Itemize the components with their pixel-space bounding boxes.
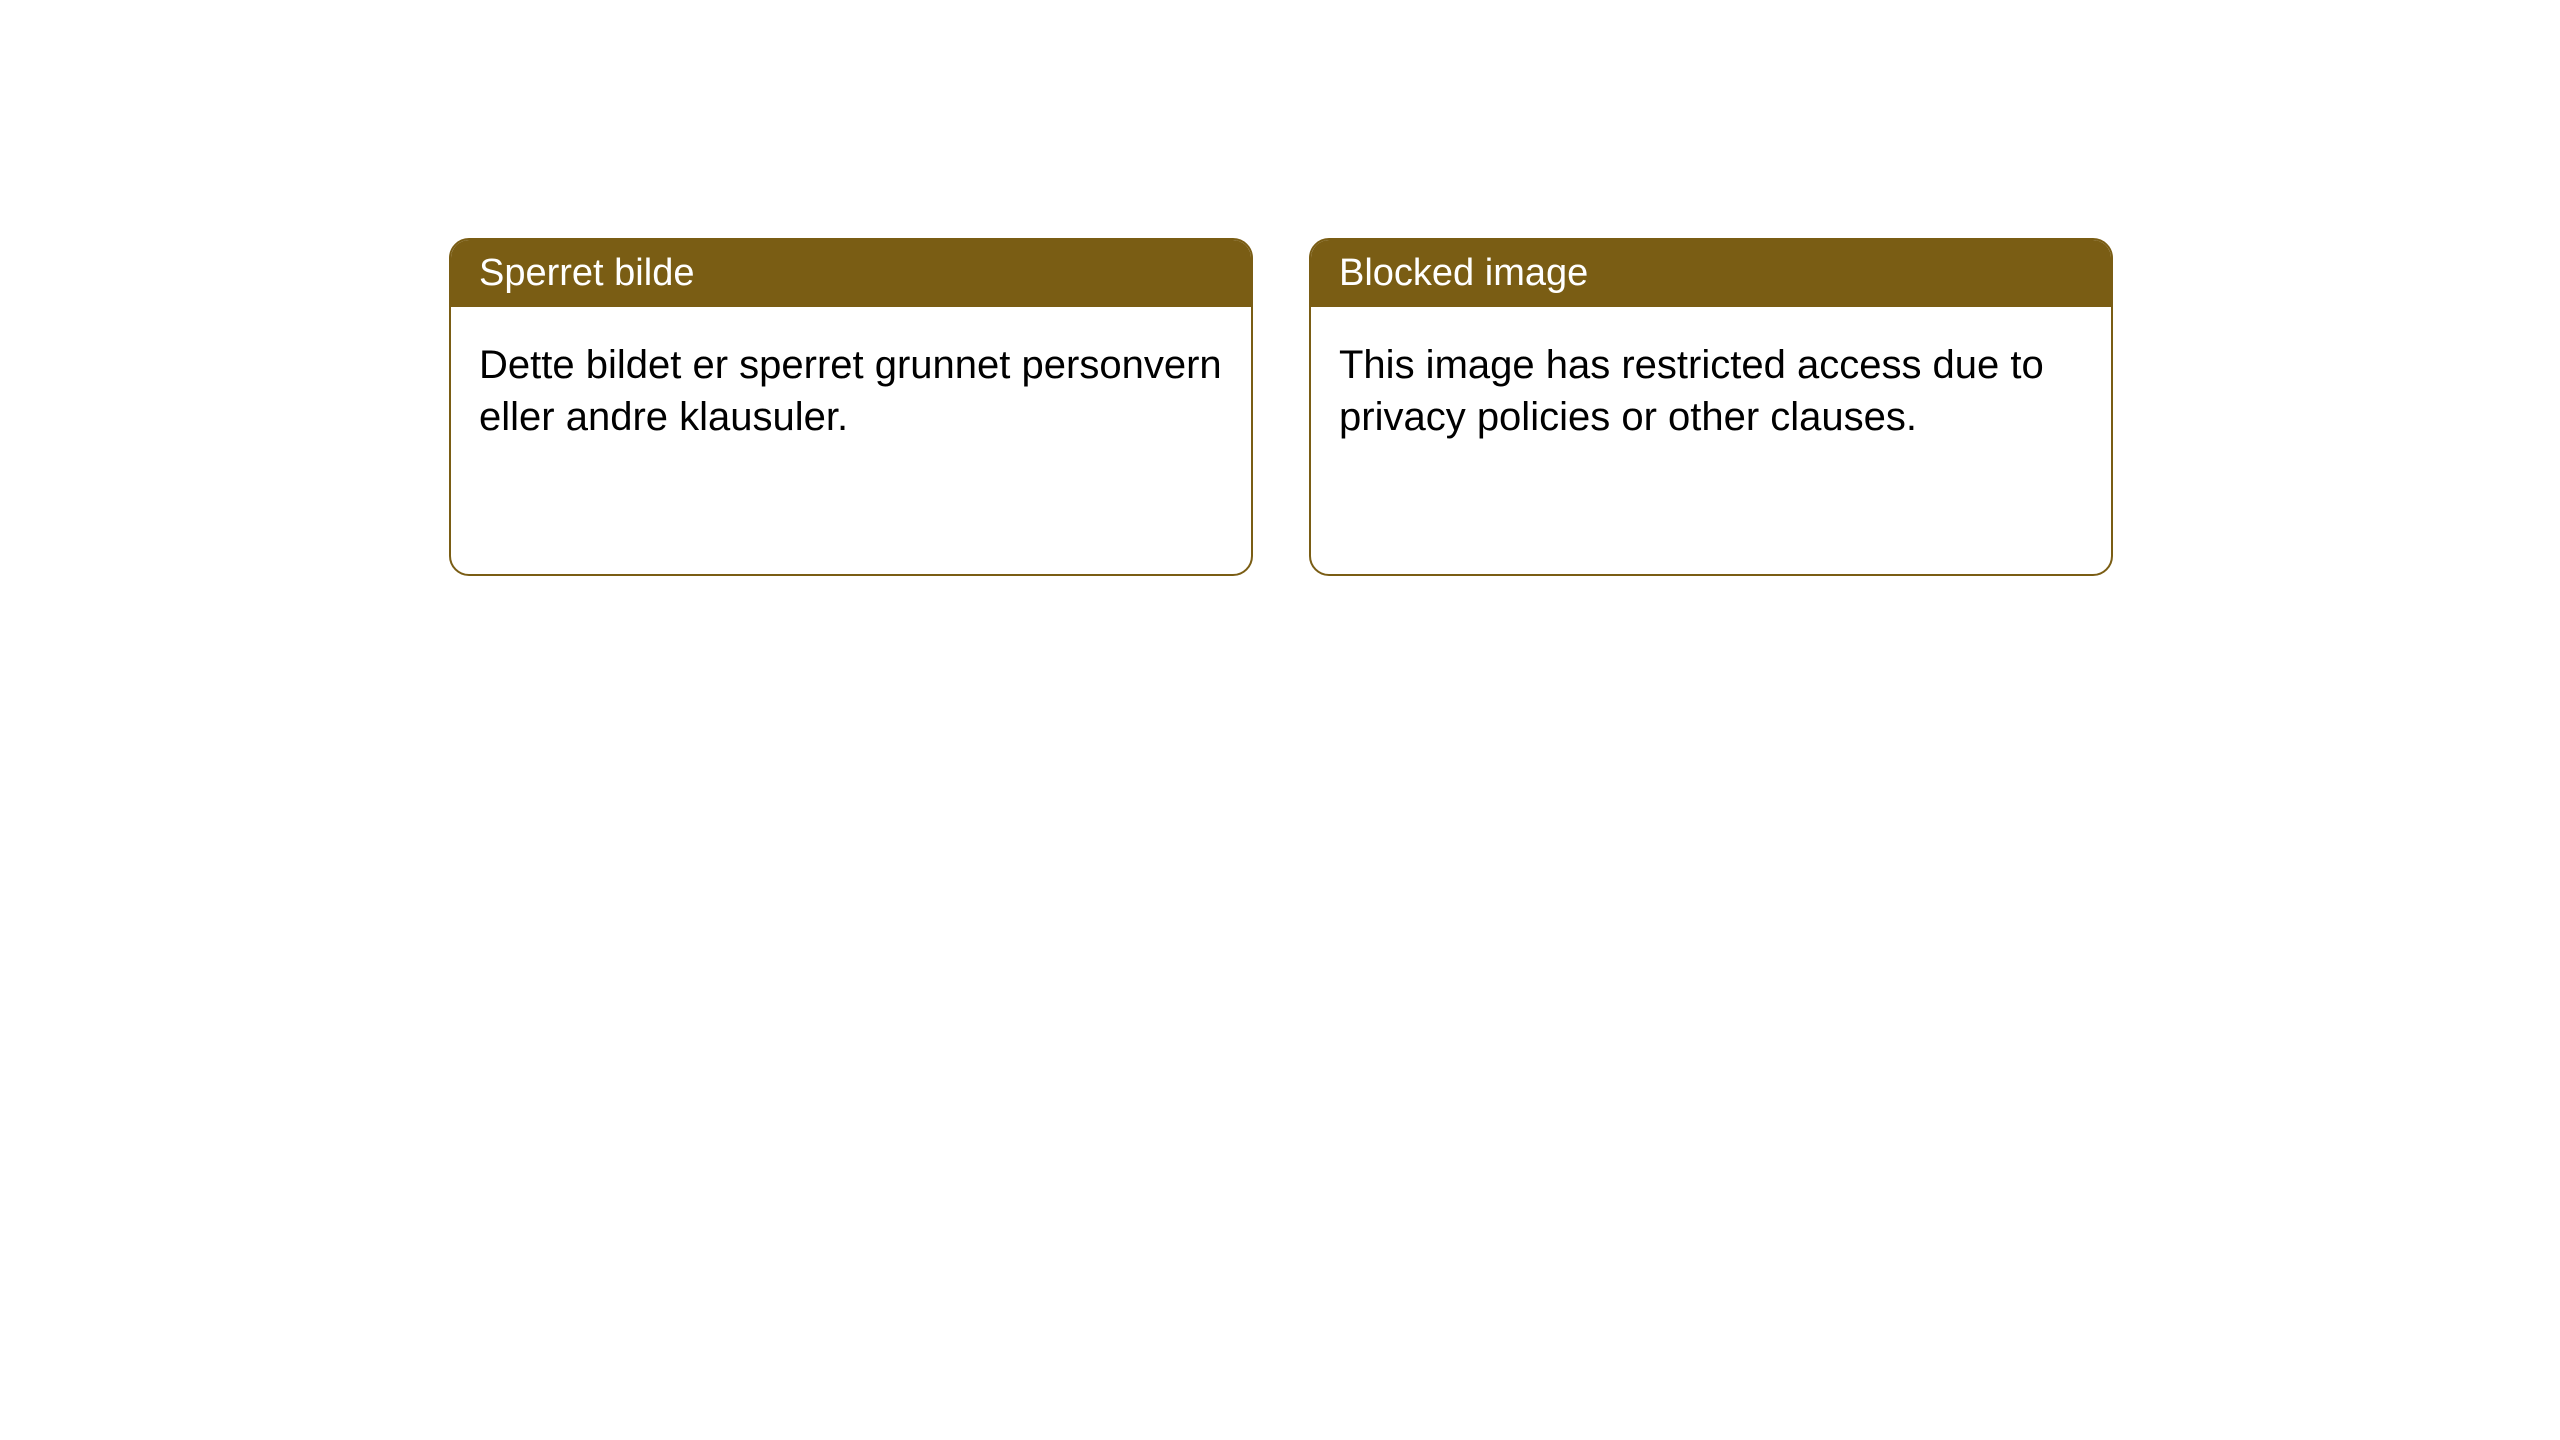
notice-header-norwegian: Sperret bilde — [451, 240, 1251, 307]
notice-title: Blocked image — [1339, 252, 1588, 294]
notice-header-english: Blocked image — [1311, 240, 2111, 307]
notice-title: Sperret bilde — [479, 252, 694, 294]
notice-cards-container: Sperret bilde Dette bildet er sperret gr… — [449, 238, 2113, 576]
notice-body-norwegian: Dette bildet er sperret grunnet personve… — [451, 307, 1251, 475]
notice-body-english: This image has restricted access due to … — [1311, 307, 2111, 475]
notice-card-english: Blocked image This image has restricted … — [1309, 238, 2113, 576]
notice-card-norwegian: Sperret bilde Dette bildet er sperret gr… — [449, 238, 1253, 576]
notice-body-text: Dette bildet er sperret grunnet personve… — [479, 343, 1222, 439]
notice-body-text: This image has restricted access due to … — [1339, 343, 2044, 439]
